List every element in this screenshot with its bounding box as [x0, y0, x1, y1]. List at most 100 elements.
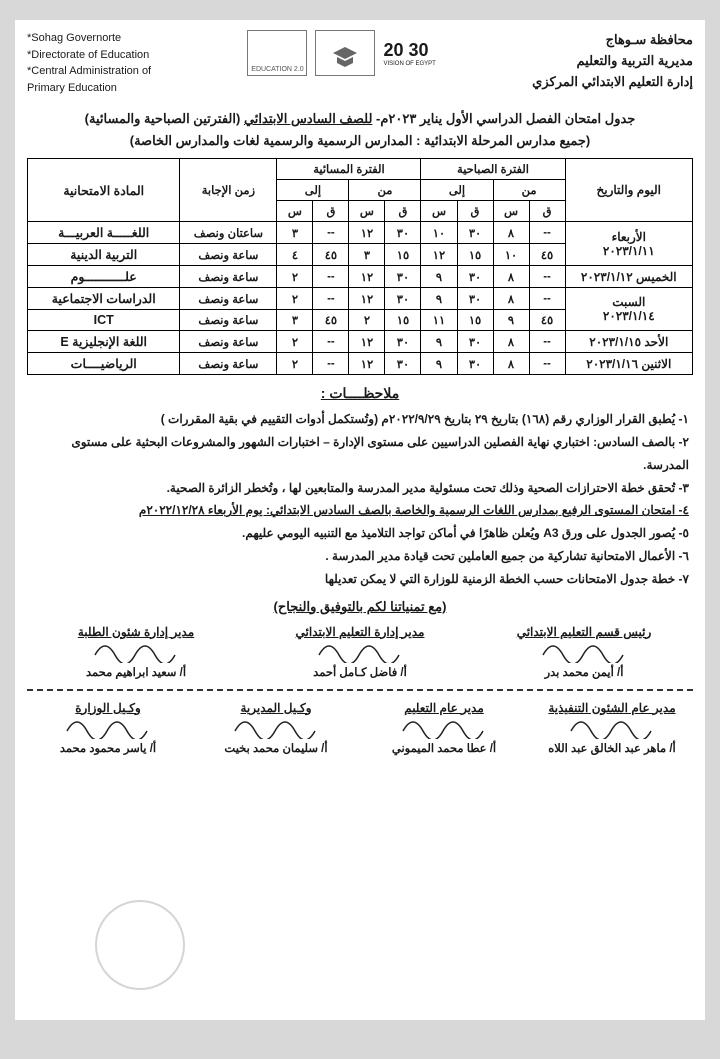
- cell-subject: اللغة الإنجليزية E: [28, 331, 180, 353]
- admin-en1: *Central Administration of: [27, 63, 151, 80]
- cell-time: ٨: [493, 353, 529, 375]
- note-item: ١- يُطبق القرار الوزاري رقم (١٦٨) بتاريخ…: [31, 408, 689, 431]
- table-row: السبت٢٠٢٣/١/١٤--٨٣٠٩٣٠١٢--٢ساعة ونصفالدر…: [28, 288, 693, 310]
- sig-title: وكـيل الوزارة: [27, 701, 189, 715]
- cell-time: ١٢: [349, 266, 385, 288]
- exam-schedule-table: اليوم والتاريخ الفترة الصباحية الفترة ال…: [27, 158, 693, 375]
- cell-time: ٣٠: [385, 288, 421, 310]
- admin-name: إدارة التعليم الابتدائي المركزي: [532, 72, 693, 93]
- table-row: الأحد ٢٠٢٣/١/١٥--٨٣٠٩٣٠١٢--٢ساعة ونصفالل…: [28, 331, 693, 353]
- cell-day: الأحد ٢٠٢٣/١/١٥: [565, 331, 692, 353]
- cell-subject: التربية الدينية: [28, 244, 180, 266]
- cell-duration: ساعة ونصف: [180, 310, 277, 331]
- signature-block: مدير عام الشئون التنفيذية أ/ ماهر عبد الخ…: [531, 701, 693, 755]
- signature-block: وكـيل المديريةأ/ سليمان محمد بخيت: [195, 701, 357, 755]
- cell-time: ١٥: [385, 310, 421, 331]
- note-item: ٤- امتحان المستوى الرفيع بمدارس اللغات ا…: [31, 499, 689, 522]
- table-row: الخميس ٢٠٢٣/١/١٢--٨٣٠٩٣٠١٢--٢ساعة ونصفعل…: [28, 266, 693, 288]
- cell-duration: ساعتان ونصف: [180, 222, 277, 244]
- signature-icon: [251, 641, 469, 663]
- col-evening-to: إلى: [277, 180, 349, 201]
- signature-block: رئيس قسم التعليم الابتدائي أ/ أيمن محمد ب…: [475, 625, 693, 679]
- signature-icon: [195, 717, 357, 739]
- cell-time: ٤: [277, 244, 313, 266]
- cell-subject: اللغـــــة العربيـــة: [28, 222, 180, 244]
- cell-time: ١٢: [421, 244, 457, 266]
- cell-time: ٣٠: [457, 331, 493, 353]
- table-row: الاثنين ٢٠٢٣/١/١٦--٨٣٠٩٣٠١٢--٢ساعة ونصفا…: [28, 353, 693, 375]
- cell-time: ٢: [277, 331, 313, 353]
- cell-duration: ساعة ونصف: [180, 331, 277, 353]
- table-header: اليوم والتاريخ الفترة الصباحية الفترة ال…: [28, 159, 693, 222]
- col-q: ق: [529, 201, 565, 222]
- cell-time: ٣٠: [457, 266, 493, 288]
- note-item: ٢- بالصف السادس: اختباري نهاية الفصلين ا…: [31, 431, 689, 477]
- cell-day: الاثنين ٢٠٢٣/١/١٦: [565, 353, 692, 375]
- cell-time: ٨: [493, 288, 529, 310]
- sig-title: مدير عام الشئون التنفيذية: [531, 701, 693, 715]
- ministry-logo-icon: [315, 30, 375, 76]
- title-line2: (جميع مدارس المرحلة الابتدائية : المدارس…: [27, 130, 693, 152]
- signature-block: مدير عام التعليمأ/ عطا محمد الميموني: [363, 701, 525, 755]
- cell-time: --: [529, 266, 565, 288]
- cell-time: ١٢: [349, 288, 385, 310]
- cell-time: ١٠: [421, 222, 457, 244]
- col-duration: زمن الإجابة: [180, 159, 277, 222]
- cell-subject: علـــــــــــوم: [28, 266, 180, 288]
- seal-stamp-icon: [95, 900, 185, 990]
- signature-block: مدير إدارة شئون الطلبةأ/ سعيد ابراهيم مح…: [27, 625, 245, 679]
- cell-duration: ساعة ونصف: [180, 288, 277, 310]
- gov-name: محافظة سـوهاج: [532, 30, 693, 51]
- notes-list: ١- يُطبق القرار الوزاري رقم (١٦٨) بتاريخ…: [27, 408, 693, 590]
- cell-time: ٣: [277, 222, 313, 244]
- cell-time: --: [313, 266, 349, 288]
- col-s: س: [493, 201, 529, 222]
- cell-time: --: [313, 331, 349, 353]
- title-line1: جدول امتحان الفصل الدراسي الأول يناير ٢٠…: [27, 108, 693, 130]
- cell-time: ٣٠: [385, 266, 421, 288]
- cell-time: --: [529, 222, 565, 244]
- signature-icon: [27, 641, 245, 663]
- sig-name: أ/ ماهر عبد الخالق عبد اللاه: [531, 741, 693, 755]
- col-s: س: [421, 201, 457, 222]
- col-morning: الفترة الصباحية: [421, 159, 565, 180]
- divider: [27, 689, 693, 691]
- col-morning-to: إلى: [421, 180, 493, 201]
- col-subject: المادة الامتحانية: [28, 159, 180, 222]
- col-q: ق: [457, 201, 493, 222]
- cell-time: ٨: [493, 266, 529, 288]
- sig-name: أ/ أيمن محمد بدر: [475, 665, 693, 679]
- col-q: ق: [385, 201, 421, 222]
- cell-subject: ICT: [28, 310, 180, 331]
- sig-name: أ/ ياسر محمود محمد: [27, 741, 189, 755]
- sig-name: أ/ فاضل كـامل أحمد: [251, 665, 469, 679]
- sig-name: أ/ سليمان محمد بخيت: [195, 741, 357, 755]
- signature-icon: [363, 717, 525, 739]
- document-title: جدول امتحان الفصل الدراسي الأول يناير ٢٠…: [27, 108, 693, 152]
- cell-time: ١٢: [349, 353, 385, 375]
- cell-time: ٨: [493, 331, 529, 353]
- signature-block: وكـيل الوزارة أ/ ياسر محمود محمد: [27, 701, 189, 755]
- cell-duration: ساعة ونصف: [180, 244, 277, 266]
- sig-title: رئيس قسم التعليم الابتدائي: [475, 625, 693, 639]
- cell-time: ٩: [421, 331, 457, 353]
- table-body: الأربعاء٢٠٢٣/١/١١--٨٣٠١٠٣٠١٢--٣ساعتان ون…: [28, 222, 693, 375]
- cell-time: ٣: [349, 244, 385, 266]
- cell-time: ١٢: [349, 331, 385, 353]
- cell-time: --: [529, 331, 565, 353]
- cell-time: ٢: [349, 310, 385, 331]
- education2-logo-icon: EDUCATION 2.0: [247, 30, 307, 76]
- table-row: الأربعاء٢٠٢٣/١/١١--٨٣٠١٠٣٠١٢--٣ساعتان ون…: [28, 222, 693, 244]
- cell-time: ٣٠: [385, 222, 421, 244]
- note-item: ٦- الأعمال الامتحانية تشاركية من جميع ال…: [31, 545, 689, 568]
- cell-time: ١٥: [457, 310, 493, 331]
- cell-time: ٤٥: [313, 310, 349, 331]
- cell-time: ٩: [421, 266, 457, 288]
- col-daydate: اليوم والتاريخ: [565, 159, 692, 222]
- cell-time: --: [313, 288, 349, 310]
- gov-en: *Sohag Governorte: [27, 30, 151, 47]
- cell-subject: الرياضيــــات: [28, 353, 180, 375]
- cell-time: ١٢: [349, 222, 385, 244]
- directorate-name: مديرية التربية والتعليم: [532, 51, 693, 72]
- signatures-row-1: رئيس قسم التعليم الابتدائي أ/ أيمن محمد ب…: [27, 625, 693, 679]
